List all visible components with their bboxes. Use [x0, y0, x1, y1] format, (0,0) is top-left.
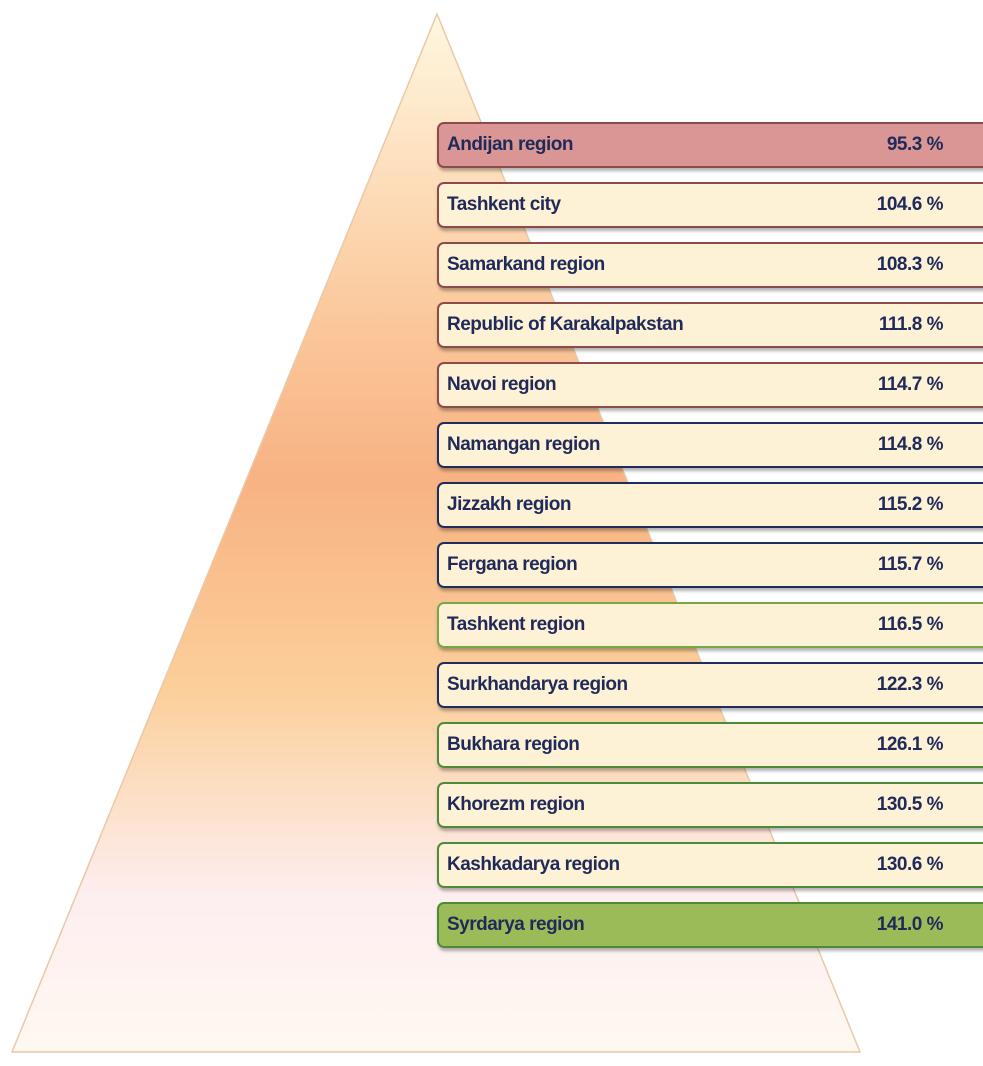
region-name: Khorezm region: [447, 794, 585, 815]
region-value: 130.6 %: [876, 854, 944, 875]
region-value: 114.7 %: [877, 374, 944, 395]
region-row: Namangan region 114.8 %: [437, 422, 983, 468]
region-name: Andijan region: [447, 134, 574, 155]
region-row: Bukhara region 126.1 %: [437, 722, 983, 768]
region-value: 95.3 %: [886, 134, 944, 155]
region-row: Surkhandarya region 122.3 %: [437, 662, 983, 708]
region-value: 130.5 %: [876, 794, 944, 815]
region-value: 116.5 %: [877, 614, 944, 635]
region-value: 114.8 %: [877, 434, 944, 455]
region-value: 141.0 %: [876, 914, 944, 935]
region-name: Syrdarya region: [447, 914, 585, 935]
region-name: Republic of Karakalpakstan: [447, 314, 684, 335]
region-name: Samarkand region: [447, 254, 605, 275]
region-value: 115.2 %: [877, 494, 944, 515]
region-row: Fergana region 115.7 %: [437, 542, 983, 588]
region-value: 108.3 %: [876, 254, 944, 275]
region-name: Kashkadarya region: [447, 854, 620, 875]
region-name: Fergana region: [447, 554, 578, 575]
region-value: 122.3 %: [876, 674, 944, 695]
region-name: Surkhandarya region: [447, 674, 628, 695]
region-row: Syrdarya region 141.0 %: [437, 902, 983, 948]
region-name: Tashkent city: [447, 194, 561, 215]
region-value: 111.8 %: [878, 314, 944, 335]
region-value: 126.1 %: [876, 734, 944, 755]
region-row: Kashkadarya region 130.6 %: [437, 842, 983, 888]
region-name: Navoi region: [447, 374, 557, 395]
region-row: Republic of Karakalpakstan 111.8 %: [437, 302, 983, 348]
region-row: Jizzakh region 115.2 %: [437, 482, 983, 528]
region-name: Bukhara region: [447, 734, 580, 755]
region-value: 104.6 %: [876, 194, 944, 215]
region-value: 115.7 %: [877, 554, 944, 575]
region-row: Tashkent region 116.5 %: [437, 602, 983, 648]
region-name: Namangan region: [447, 434, 600, 455]
region-row: Samarkand region 108.3 %: [437, 242, 983, 288]
region-row: Tashkent city 104.6 %: [437, 182, 983, 228]
region-row: Navoi region 114.7 %: [437, 362, 983, 408]
region-row: Andijan region 95.3 %: [437, 122, 983, 168]
region-name: Tashkent region: [447, 614, 585, 635]
region-list: Andijan region 95.3 % Tashkent city 104.6 %…: [437, 0, 983, 1066]
region-row: Khorezm region 130.5 %: [437, 782, 983, 828]
region-name: Jizzakh region: [447, 494, 571, 515]
